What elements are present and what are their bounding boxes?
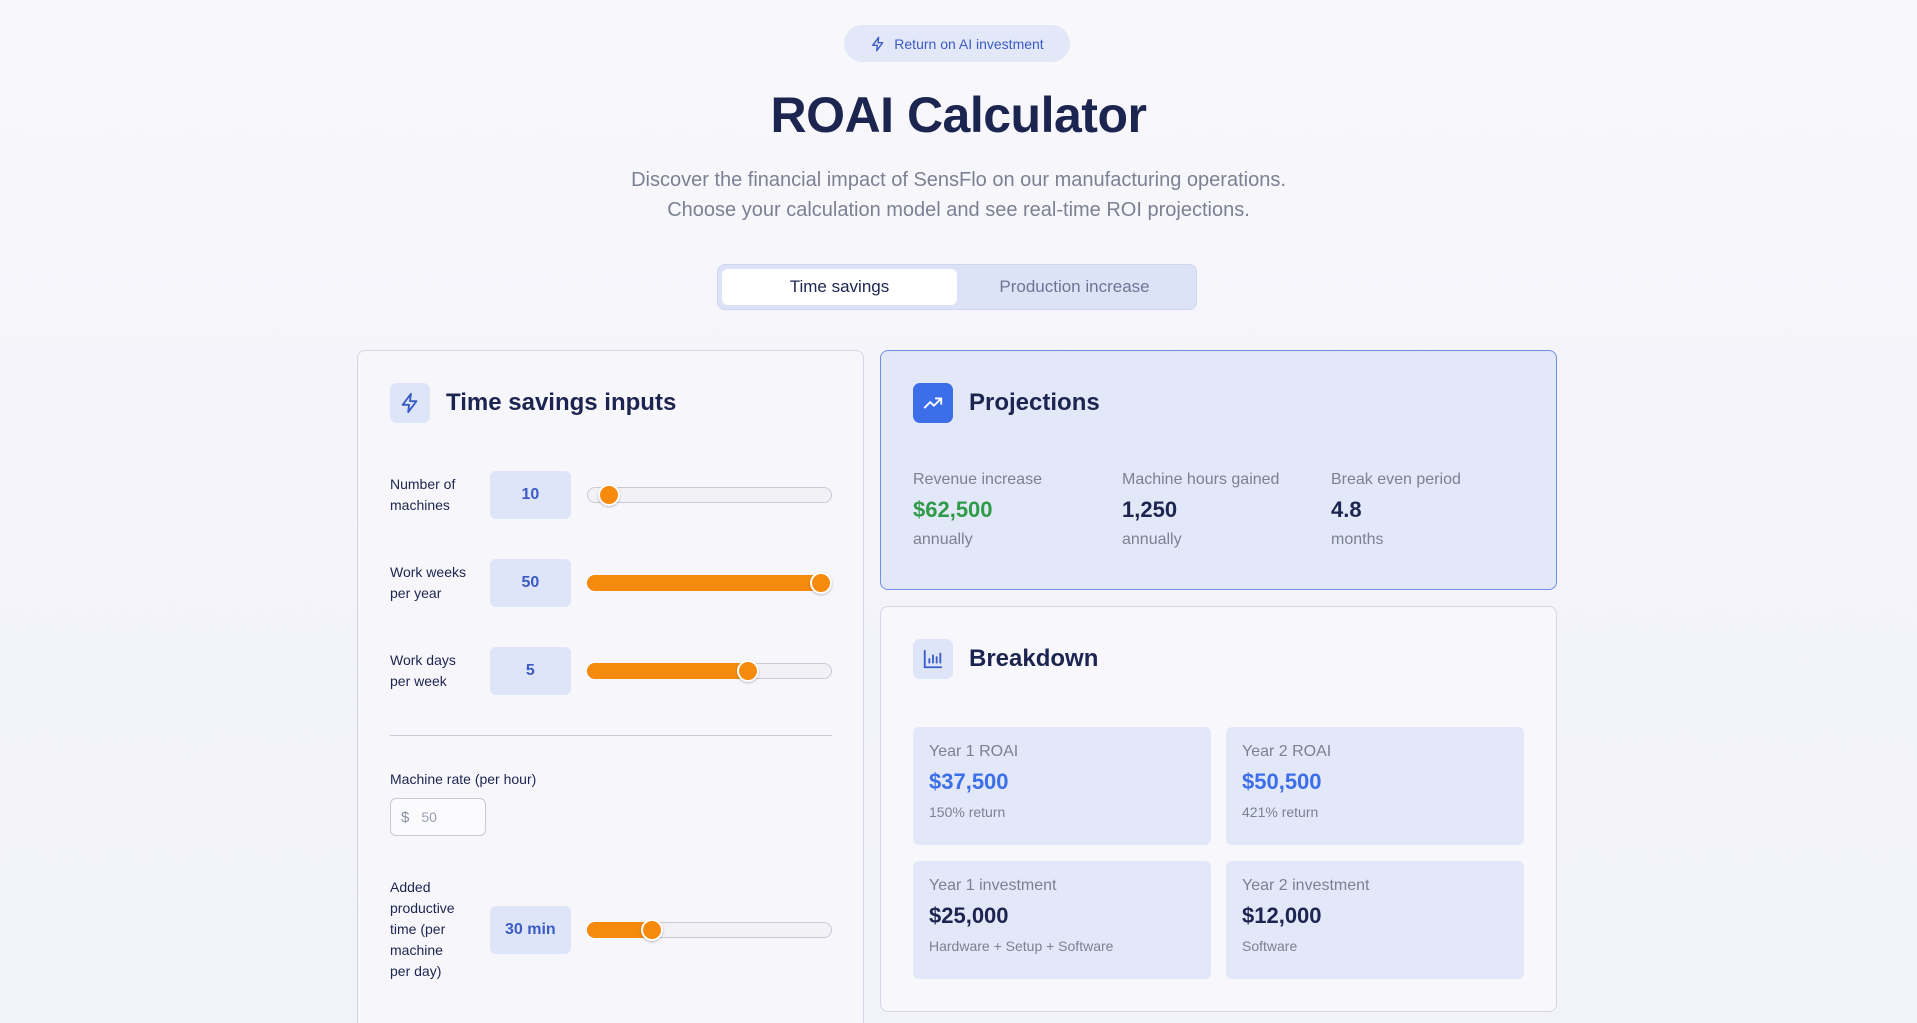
slider-track [587, 487, 832, 503]
breakdown-sub: 421% return [1242, 804, 1319, 820]
currency-symbol: $ [401, 808, 410, 826]
breakdown-year1-investment: Year 1 investment $25,000 Hardware + Set… [913, 861, 1211, 979]
machines-label-line-2: machines [390, 497, 450, 513]
subtitle-line-1: Discover the financial impact of SensFlo… [631, 169, 1286, 191]
productive-time-row: Added productive time (per machine per d… [390, 877, 832, 982]
days-label-line-1: Work days [390, 652, 456, 668]
projection-machine-hours: Machine hours gained 1,250 annually [1122, 471, 1331, 549]
projection-break-even: Break even period 4.8 months [1331, 471, 1540, 549]
slider-thumb[interactable] [810, 572, 833, 594]
machine-rate-label: Machine rate (per hour) [390, 771, 537, 787]
days-label-line-2: per week [390, 673, 447, 689]
projection-value: $62,500 [913, 497, 993, 522]
lightning-icon [390, 383, 430, 423]
productive-time-slider[interactable] [587, 918, 832, 941]
time-savings-inputs-card: Time savings inputs Number of machines 1… [357, 350, 864, 1023]
weeks-label-line-1: Work weeks [390, 564, 466, 580]
slider-fill [587, 575, 822, 591]
weeks-label-line-2: per year [390, 585, 442, 601]
breakdown-title: Breakdown [969, 645, 1099, 672]
machines-slider[interactable] [587, 484, 832, 506]
model-toggle: Time savings Production increase [717, 264, 1197, 310]
projection-unit: months [1331, 531, 1384, 548]
projections-header: Projections [913, 383, 1100, 423]
breakdown-year2-investment: Year 2 investment $12,000 Software [1226, 861, 1524, 979]
slider-thumb[interactable] [736, 660, 759, 682]
subtitle-line-2: Choose your calculation model and see re… [667, 199, 1250, 221]
trending-up-icon [913, 383, 953, 423]
projections-grid: Revenue increase $62,500 annually Machin… [913, 471, 1540, 549]
productive-time-label: Added productive time (per machine per d… [390, 877, 490, 982]
breakdown-year1-roai: Year 1 ROAI $37,500 150% return [913, 727, 1211, 845]
breakdown-sub: Hardware + Setup + Software [929, 938, 1114, 954]
projections-title: Projections [969, 389, 1100, 416]
page-title: ROAI Calculator [770, 87, 1147, 143]
slider-fill [587, 921, 652, 938]
projection-unit: annually [913, 531, 973, 548]
machines-label: Number of machines [390, 474, 490, 516]
breakdown-grid: Year 1 ROAI $37,500 150% return Year 2 R… [913, 727, 1524, 979]
productive-label-line-5: per day) [390, 963, 442, 979]
days-slider[interactable] [587, 660, 832, 682]
slider-thumb[interactable] [640, 918, 663, 941]
lightning-icon [872, 36, 884, 51]
breakdown-value: $25,000 [929, 903, 1009, 928]
breakdown-label: Year 1 ROAI [929, 743, 1019, 760]
breakdown-card: Breakdown Year 1 ROAI $37,500 150% retur… [880, 606, 1557, 1012]
breakdown-value: $37,500 [929, 769, 1009, 794]
header-badge: Return on AI investment [844, 25, 1070, 62]
tab-production-increase[interactable]: Production increase [999, 277, 1150, 296]
productive-label-line-3: time (per [390, 921, 446, 937]
breakdown-label: Year 1 investment [929, 877, 1057, 894]
bar-chart-icon [913, 639, 953, 679]
projection-label: Break even period [1331, 471, 1461, 488]
weeks-label: Work weeks per year [390, 562, 490, 604]
productive-label-line-2: productive [390, 900, 455, 916]
machine-rate-input[interactable]: $ 50 [390, 798, 486, 836]
days-value: 5 [489, 647, 572, 695]
projection-value: 4.8 [1331, 497, 1362, 522]
breakdown-label: Year 2 ROAI [1242, 743, 1332, 760]
productive-time-value: 30 min [489, 905, 572, 954]
productive-label-line-1: Added [390, 879, 431, 895]
page-subtitle: Discover the financial impact of SensFlo… [0, 165, 1917, 225]
projection-label: Machine hours gained [1122, 471, 1280, 488]
machines-label-line-1: Number of [390, 476, 456, 492]
weeks-row: Work weeks per year 50 [390, 559, 833, 607]
days-row: Work days per week 5 [390, 647, 832, 695]
weeks-value: 50 [489, 559, 572, 607]
breakdown-sub: Software [1242, 938, 1298, 954]
breakdown-value: $12,000 [1242, 903, 1322, 928]
breakdown-year2-roai: Year 2 ROAI $50,500 421% return [1226, 727, 1524, 845]
projections-card: Projections Revenue increase $62,500 ann… [880, 350, 1557, 590]
breakdown-sub: 150% return [929, 804, 1006, 820]
projection-revenue: Revenue increase $62,500 annually [913, 471, 1122, 549]
inputs-divider [390, 735, 832, 736]
badge-label: Return on AI investment [894, 35, 1044, 52]
projection-value: 1,250 [1122, 497, 1178, 522]
breakdown-value: $50,500 [1242, 769, 1322, 794]
days-label: Work days per week [390, 650, 490, 692]
productive-label-line-4: machine [390, 942, 443, 958]
projection-unit: annually [1122, 531, 1182, 548]
tab-time-savings[interactable]: Time savings [722, 269, 957, 305]
inputs-header: Time savings inputs [390, 383, 676, 423]
slider-fill [587, 663, 748, 679]
slider-thumb[interactable] [598, 484, 621, 506]
inputs-title: Time savings inputs [446, 389, 677, 416]
machines-row: Number of machines 10 [390, 471, 832, 519]
breakdown-label: Year 2 investment [1242, 877, 1370, 894]
projection-label: Revenue increase [913, 471, 1042, 488]
machines-value: 10 [489, 471, 572, 519]
breakdown-header: Breakdown [913, 639, 1098, 679]
weeks-slider[interactable] [587, 572, 833, 594]
machine-rate-placeholder: 50 [421, 809, 437, 825]
